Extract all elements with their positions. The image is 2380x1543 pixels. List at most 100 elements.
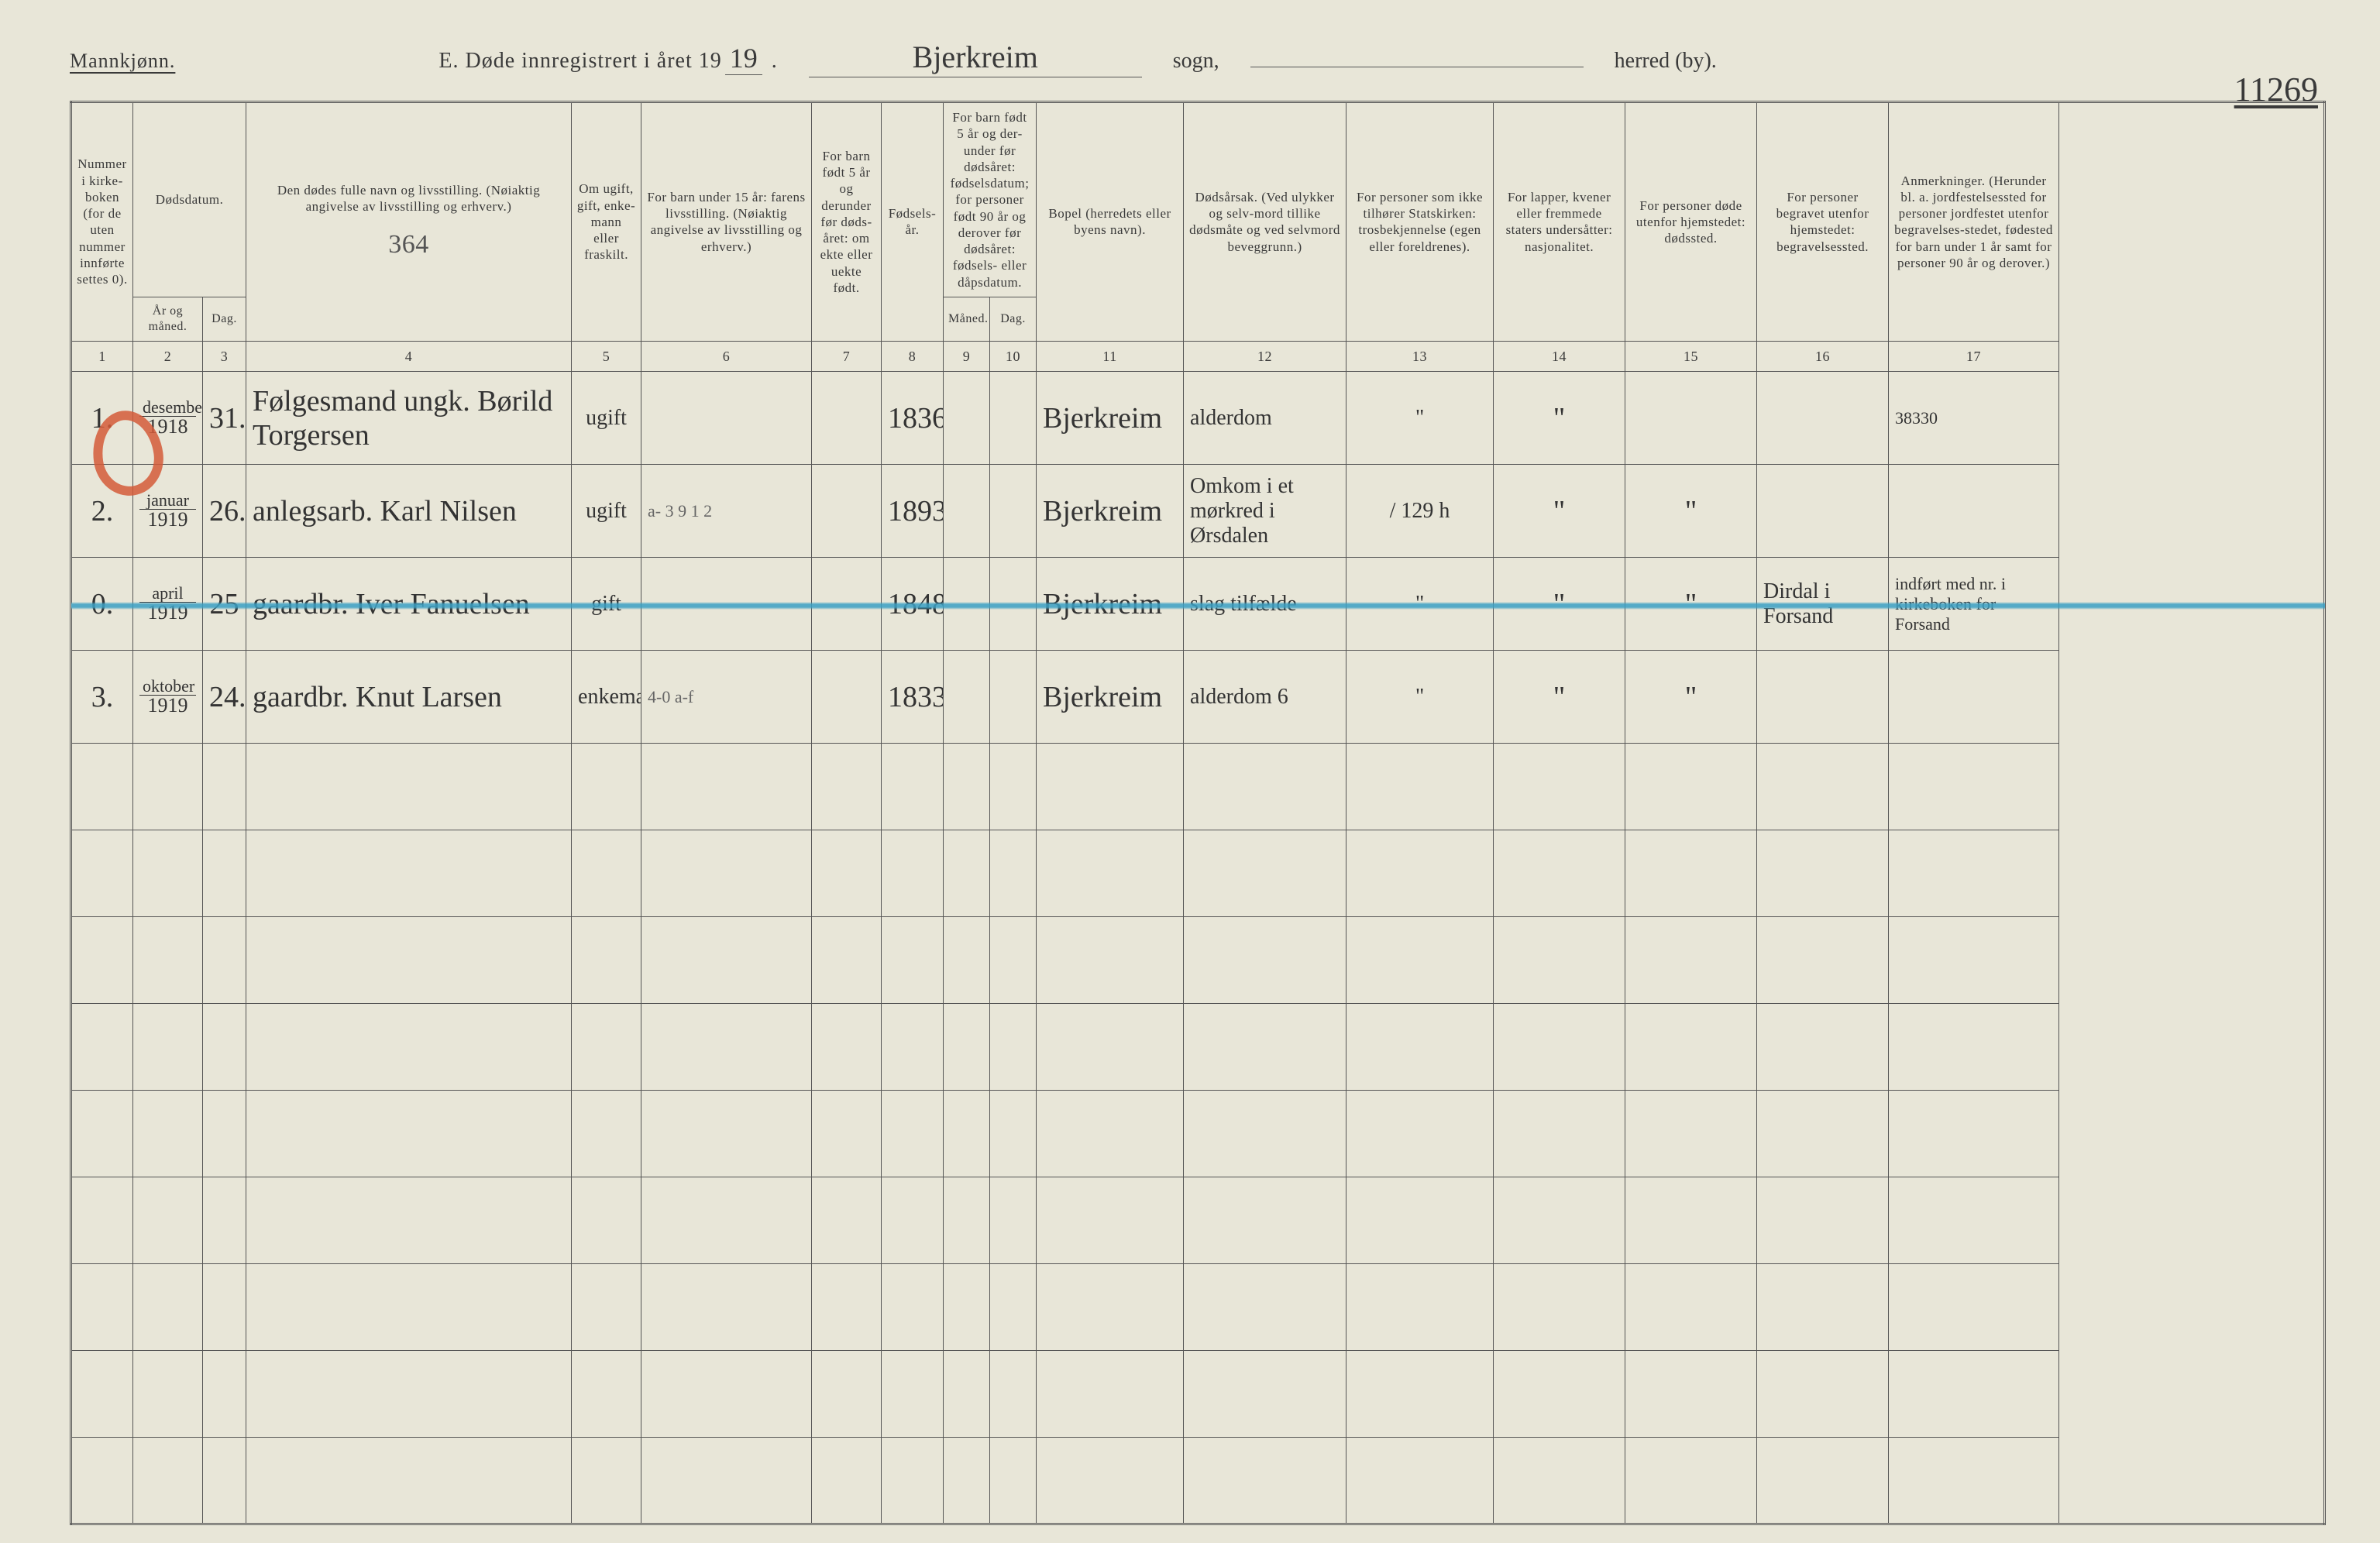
table-cell (641, 830, 812, 917)
table-cell (71, 1351, 133, 1438)
table-cell (71, 744, 133, 830)
table-cell (203, 1177, 246, 1264)
col-header-13: For personer som ikke tilhører Statskirk… (1346, 102, 1494, 342)
table-cell: ugift (572, 465, 641, 558)
table-cell (882, 744, 944, 830)
table-cell (990, 372, 1037, 465)
table-cell (133, 1177, 203, 1264)
table-cell (572, 1177, 641, 1264)
table-cell (1625, 830, 1757, 917)
table-cell (1625, 1004, 1757, 1091)
table-cell (944, 372, 990, 465)
table-cell: / 129 h (1346, 465, 1494, 558)
table-cell (133, 1438, 203, 1524)
table-cell (246, 1438, 572, 1524)
table-cell (1346, 744, 1494, 830)
table-cell: Omkom i et mørkred i Ørsdalen (1184, 465, 1346, 558)
table-cell (812, 1091, 882, 1177)
table-cell (246, 1177, 572, 1264)
table-cell (1346, 917, 1494, 1004)
table-cell (1346, 1091, 1494, 1177)
table-cell: " (1625, 465, 1757, 558)
table-cell (1757, 1004, 1889, 1091)
table-cell (246, 917, 572, 1004)
table-cell (990, 651, 1037, 744)
table-cell: 1833. (882, 651, 944, 744)
table-cell (1625, 1264, 1757, 1351)
table-cell (1889, 1264, 2059, 1351)
col-idx: 7 (812, 341, 882, 372)
col-idx: 2 (133, 341, 203, 372)
table-cell: Følgesmand ungk. Børild Torgersen (246, 372, 572, 465)
table-cell (246, 1091, 572, 1177)
table-cell (71, 917, 133, 1004)
table-cell (1346, 1177, 1494, 1264)
table-cell (882, 1264, 944, 1351)
table-cell (990, 830, 1037, 917)
table-cell: januar1919 (133, 465, 203, 558)
table-cell: " (1346, 372, 1494, 465)
table-cell: 24. (203, 651, 246, 744)
table-cell (1494, 1177, 1625, 1264)
col-idx: 8 (882, 341, 944, 372)
table-cell (1757, 465, 1889, 558)
table-cell (133, 1351, 203, 1438)
table-cell (1889, 830, 2059, 917)
table-cell (1346, 1438, 1494, 1524)
table-cell: slag tilfælde (1184, 558, 1346, 651)
table-cell (944, 651, 990, 744)
table-cell (1184, 830, 1346, 917)
col-header-4-text: Den dødes fulle navn og livsstilling. (N… (277, 183, 540, 214)
table-cell (1184, 1264, 1346, 1351)
table-cell (944, 1264, 990, 1351)
table-cell: gaardbr. Knut Larsen (246, 651, 572, 744)
table-cell (1494, 1438, 1625, 1524)
table-cell (133, 744, 203, 830)
col-header-16: For personer begravet utenfor hjemstedet… (1757, 102, 1889, 342)
table-cell: 1848 (882, 558, 944, 651)
table-cell (641, 917, 812, 1004)
table-cell (882, 1091, 944, 1177)
col-idx: 14 (1494, 341, 1625, 372)
table-cell (572, 1438, 641, 1524)
table-cell (203, 744, 246, 830)
death-register-table: Nummer i kirke-boken (for de uten nummer… (70, 101, 2326, 1525)
parish-name: Bjerkreim (809, 39, 1142, 77)
col-idx: 12 (1184, 341, 1346, 372)
table-cell (572, 1091, 641, 1177)
registration-year: 19 (725, 42, 762, 75)
table-cell (882, 1004, 944, 1091)
table-cell (133, 1004, 203, 1091)
table-cell (133, 1264, 203, 1351)
col-idx: 16 (1757, 341, 1889, 372)
table-cell (133, 1091, 203, 1177)
table-cell: Bjerkreim (1037, 651, 1184, 744)
table-cell (1625, 1177, 1757, 1264)
table-cell: Dirdal i Forsand (1757, 558, 1889, 651)
table-cell (990, 917, 1037, 1004)
table-cell (641, 1004, 812, 1091)
table-cell: 1. (71, 372, 133, 465)
table-cell (71, 1091, 133, 1177)
table-cell (641, 744, 812, 830)
col-header-2b: Dag. (203, 297, 246, 341)
table-cell (990, 744, 1037, 830)
table-cell (1037, 1438, 1184, 1524)
col-idx: 11 (1037, 341, 1184, 372)
table-cell (641, 372, 812, 465)
col-header-11: Bopel (herredets eller byens navn). (1037, 102, 1184, 342)
table-cell (990, 465, 1037, 558)
table-cell: 0. (71, 558, 133, 651)
form-header-row: Mannkjønn. E. Døde innregistrert i året … (70, 39, 2326, 77)
table-cell (944, 917, 990, 1004)
col-idx: 13 (1346, 341, 1494, 372)
table-cell: alderdom 6 (1184, 651, 1346, 744)
table-cell (203, 917, 246, 1004)
table-cell (1757, 830, 1889, 917)
table-cell (882, 1177, 944, 1264)
table-cell (812, 1351, 882, 1438)
table-cell (1184, 744, 1346, 830)
table-cell (1889, 1091, 2059, 1177)
col-header-14: For lapper, kvener eller fremmede stater… (1494, 102, 1625, 342)
table-cell (1494, 1091, 1625, 1177)
